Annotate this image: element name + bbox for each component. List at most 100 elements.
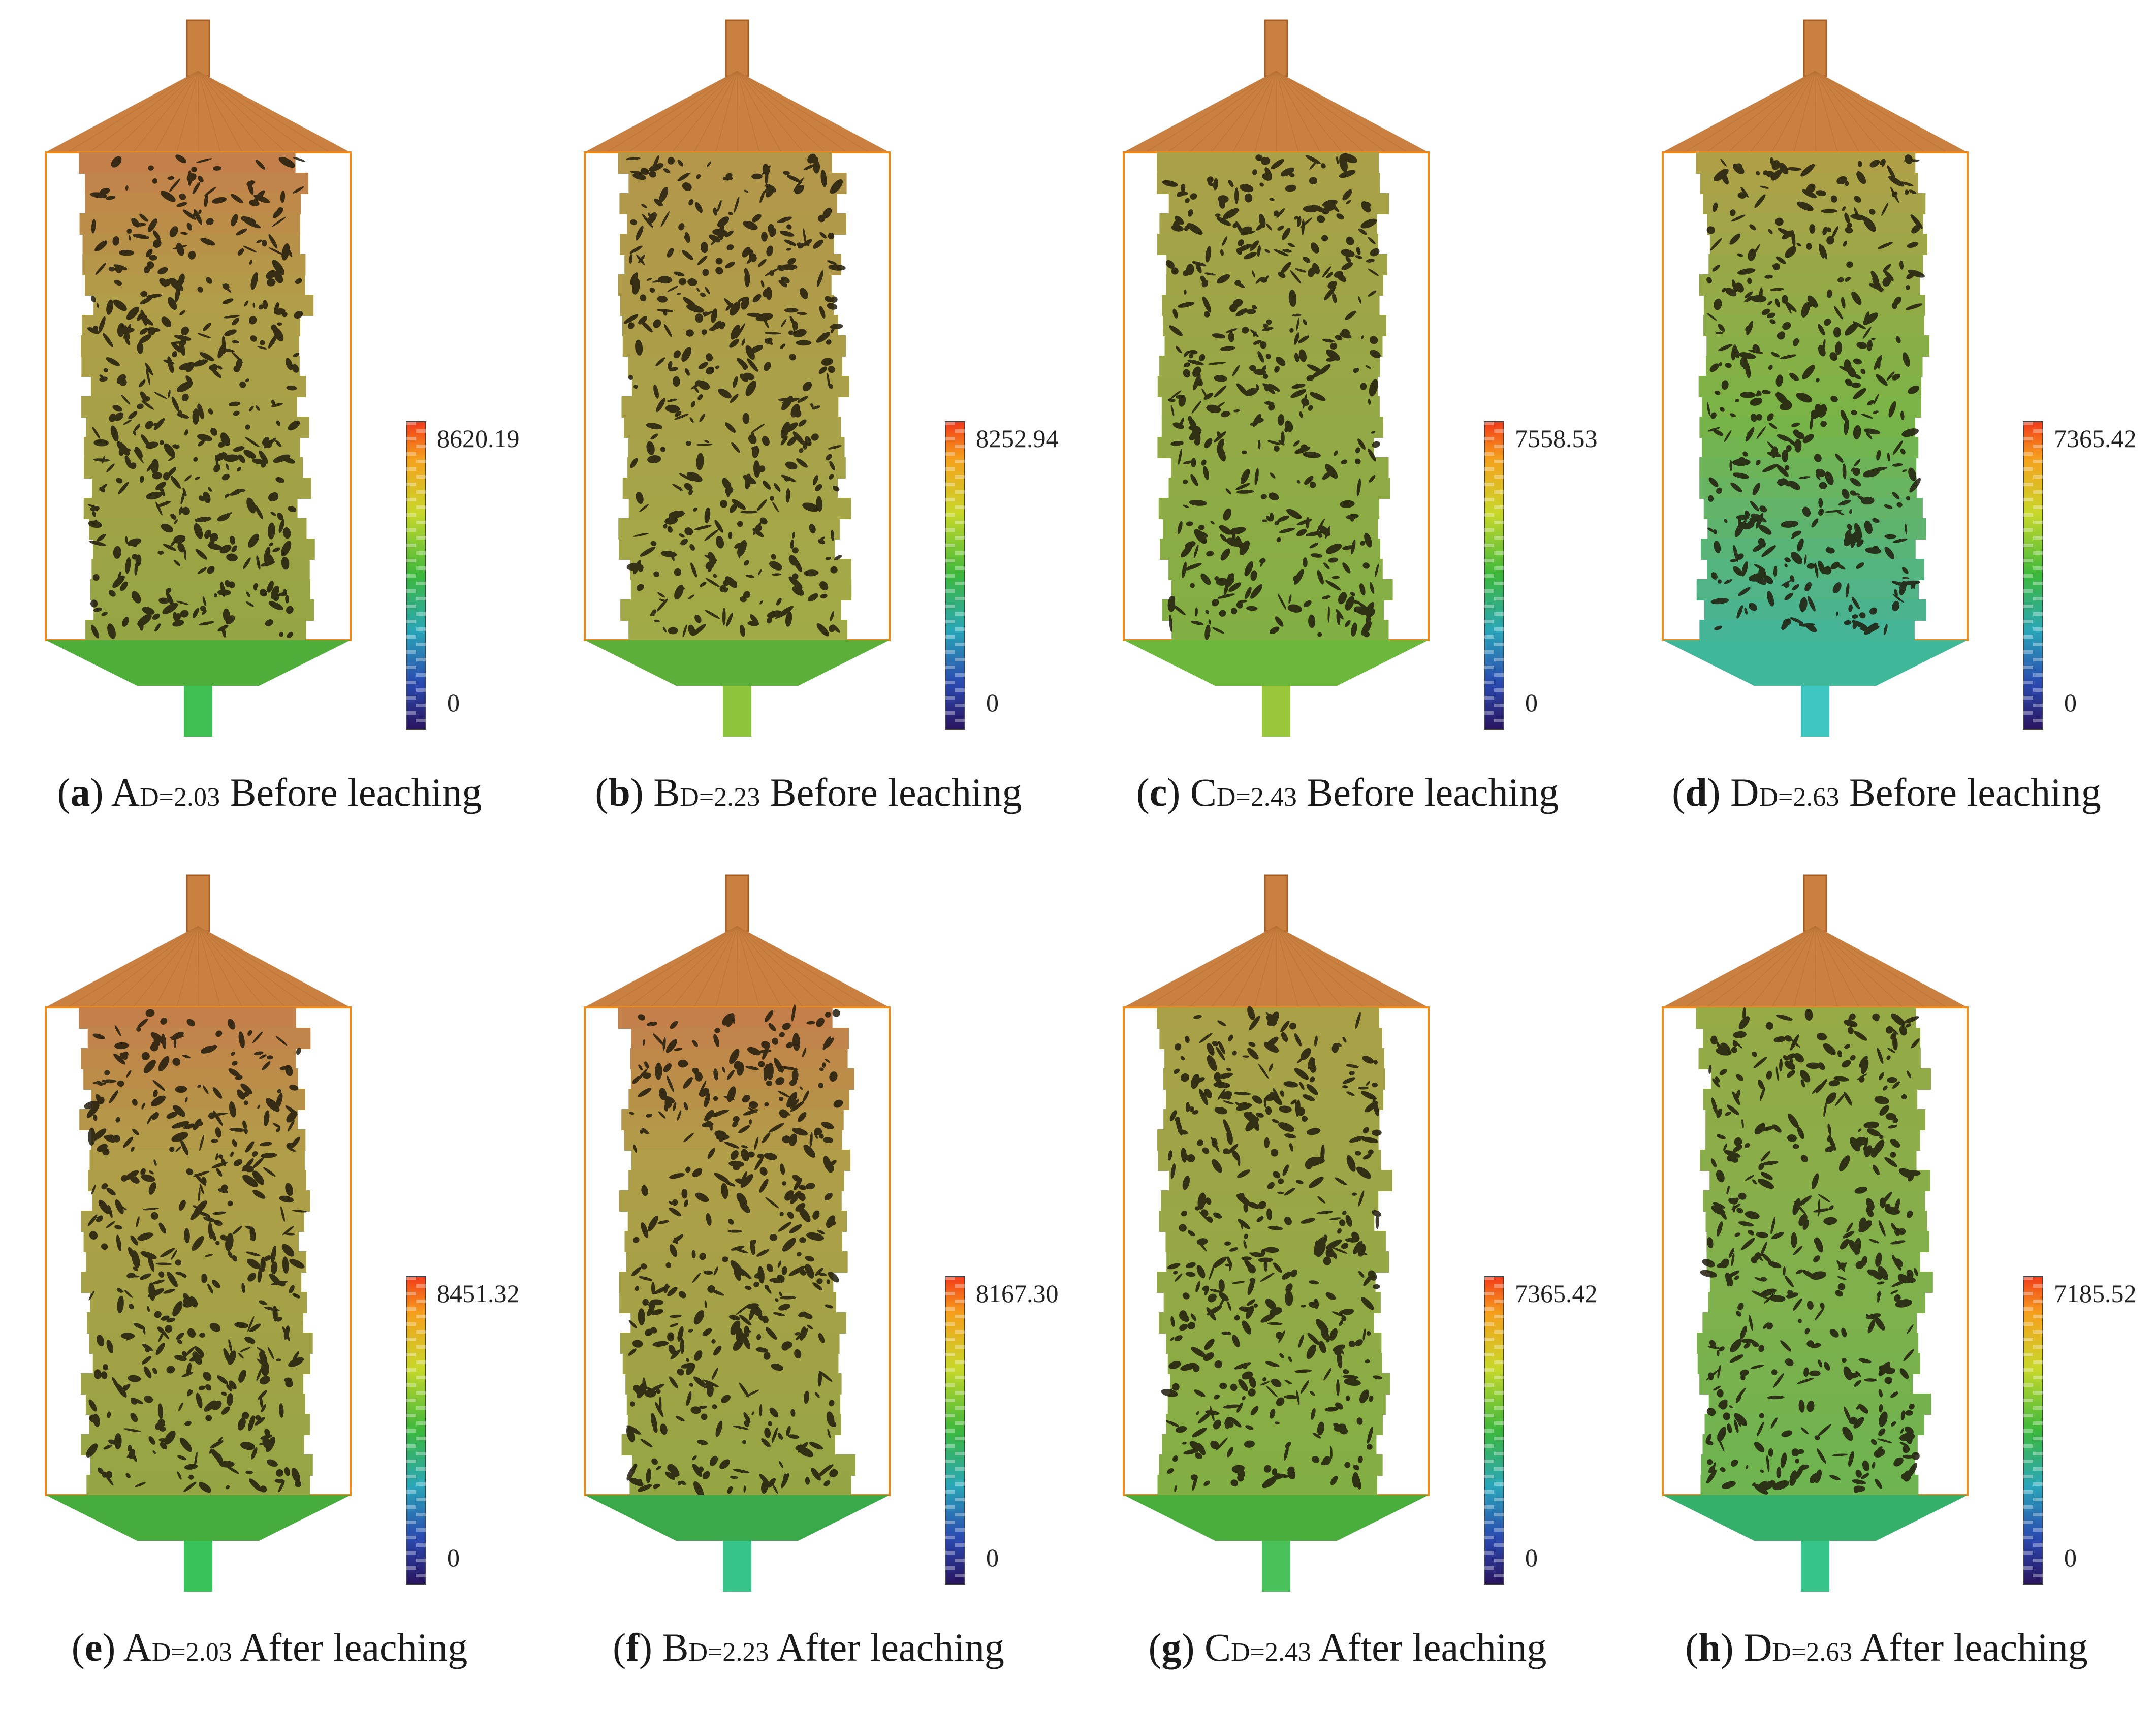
pore-column-render: 7365.42 0 <box>1123 874 1598 1592</box>
bottom-plate <box>1124 1495 1429 1541</box>
scale-max-label: 7365.42 <box>2054 424 2137 453</box>
panel-caption: (g) CD=2.43 After leaching <box>1148 1625 1547 1669</box>
specimen-model <box>584 19 891 737</box>
pore-column-render: 8167.30 0 <box>584 874 1059 1592</box>
inlet-pipe <box>1264 874 1288 932</box>
scale-max-label: 8620.19 <box>437 424 520 453</box>
inlet-pipe <box>725 874 749 932</box>
fractal-dimension: D=2.63 <box>1759 783 1840 812</box>
panel-caption: (e) AD=2.03 After leaching <box>71 1625 468 1669</box>
scale-max-label: 8252.94 <box>976 424 1059 453</box>
color-scale-bar: 7558.53 0 <box>1484 421 1598 730</box>
pore-column-render: 8252.94 0 <box>584 19 1059 737</box>
panel-letter: h <box>1698 1625 1721 1669</box>
scale-min-label: 0 <box>447 688 460 717</box>
panel-a: 8620.19 0 (a) AD=2.03 Before leaching <box>0 0 539 855</box>
color-scale-bar: 8252.94 0 <box>945 421 1059 730</box>
panel-caption: (f) BD=2.23 After leaching <box>613 1625 1004 1669</box>
scale-max-label: 8451.32 <box>437 1279 520 1308</box>
specimen-model <box>1662 874 1969 1592</box>
color-scale-bar: 8451.32 0 <box>406 1276 520 1585</box>
panel-g: 7365.42 0 (g) CD=2.43 After leaching <box>1078 855 1617 1710</box>
pore-column-render: 7558.53 0 <box>1123 19 1598 737</box>
scale-max-label: 7365.42 <box>1515 1279 1598 1308</box>
panel-caption: (b) BD=2.23 Before leaching <box>595 770 1022 814</box>
scale-min-label: 0 <box>986 688 999 717</box>
color-scale-bar: 7365.42 0 <box>1484 1276 1598 1585</box>
bottom-plate <box>1663 640 1968 686</box>
panel-letter: c <box>1149 770 1167 814</box>
panel-f: 8167.30 0 (f) BD=2.23 After leaching <box>539 855 1078 1710</box>
panel-caption: (d) DD=2.63 Before leaching <box>1672 770 2101 814</box>
panel-letter: b <box>608 770 630 814</box>
pores <box>623 153 846 638</box>
pores <box>84 1009 307 1493</box>
scale-min-label: 0 <box>447 1543 460 1572</box>
color-scale-bar: 8167.30 0 <box>945 1276 1059 1585</box>
specimen-letter: B <box>662 1625 689 1669</box>
pores <box>626 1004 843 1497</box>
panel-caption: (h) DD=2.63 After leaching <box>1685 1625 2088 1669</box>
panel-h: 7185.52 0 (h) DD=2.63 After leaching <box>1617 855 2156 1710</box>
stage-label: After leaching <box>776 1625 1004 1669</box>
pore-column-render: 8620.19 0 <box>45 19 520 737</box>
specimen-model <box>45 874 352 1592</box>
inlet-pipe <box>1264 19 1288 77</box>
pores <box>1161 1006 1382 1492</box>
panel-letter: g <box>1161 1625 1182 1669</box>
stage-label: After leaching <box>1860 1625 2088 1669</box>
bottom-plate <box>585 640 890 686</box>
bottom-plate <box>46 1495 351 1541</box>
bottom-plate <box>1663 1495 1968 1541</box>
specimen-model <box>1123 19 1430 737</box>
scale-min-label: 0 <box>1525 1543 1538 1572</box>
panel-letter: f <box>626 1625 640 1669</box>
panel-letter: a <box>70 770 90 814</box>
inlet-pipe <box>1803 874 1827 932</box>
stage-label: Before leaching <box>230 770 482 814</box>
specimen-letter: D <box>1730 770 1759 814</box>
panel-caption: (a) AD=2.03 Before leaching <box>57 770 482 814</box>
stage-label: After leaching <box>239 1625 468 1669</box>
stage-label: Before leaching <box>1307 770 1559 814</box>
scale-max-label: 7185.52 <box>2054 1279 2137 1308</box>
specimen-letter: D <box>1743 1625 1772 1669</box>
specimen-letter: C <box>1204 1625 1231 1669</box>
porous-structure <box>79 152 315 641</box>
panel-caption: (c) CD=2.43 Before leaching <box>1136 770 1559 814</box>
specimen-model <box>584 874 891 1592</box>
outlet-pipe <box>723 686 751 737</box>
inlet-pipe <box>186 19 210 77</box>
fractal-dimension: D=2.23 <box>680 783 760 812</box>
stage-label: Before leaching <box>770 770 1022 814</box>
pore-column-render: 7185.52 0 <box>1662 874 2137 1592</box>
color-scale-bar: 8620.19 0 <box>406 421 520 730</box>
panel-d: 7365.42 0 (d) DD=2.63 Before leaching <box>1617 0 2156 855</box>
inlet-pipe <box>1803 19 1827 77</box>
outlet-pipe <box>1801 686 1829 737</box>
scale-max-label: 7558.53 <box>1515 424 1598 453</box>
specimen-letter: C <box>1190 770 1217 814</box>
specimen-letter: B <box>653 770 680 814</box>
inlet-pipe <box>725 19 749 77</box>
fractal-dimension: D=2.23 <box>688 1638 769 1667</box>
fractal-dimension: D=2.43 <box>1231 1638 1311 1667</box>
fractal-dimension: D=2.43 <box>1216 783 1297 812</box>
specimen-model <box>1662 19 1969 737</box>
fractal-dimension: D=2.03 <box>151 1638 232 1667</box>
outlet-pipe <box>184 1541 212 1592</box>
pore-column-render: 8451.32 0 <box>45 874 520 1592</box>
scale-min-label: 0 <box>986 1543 999 1572</box>
panel-c: 7558.53 0 (c) CD=2.43 Before leaching <box>1078 0 1617 855</box>
panel-b: 8252.94 0 (b) BD=2.23 Before leaching <box>539 0 1078 855</box>
pore-column-render: 7365.42 0 <box>1662 19 2137 737</box>
fractal-dimension: D=2.03 <box>140 783 220 812</box>
stage-label: Before leaching <box>1849 770 2101 814</box>
panel-letter: e <box>84 1625 103 1669</box>
outlet-pipe <box>1801 1541 1829 1592</box>
pores <box>1700 1007 1921 1495</box>
pores <box>1706 154 1925 635</box>
bottom-plate <box>46 640 351 686</box>
outlet-pipe <box>1262 686 1290 737</box>
scale-min-label: 0 <box>2064 1543 2077 1572</box>
